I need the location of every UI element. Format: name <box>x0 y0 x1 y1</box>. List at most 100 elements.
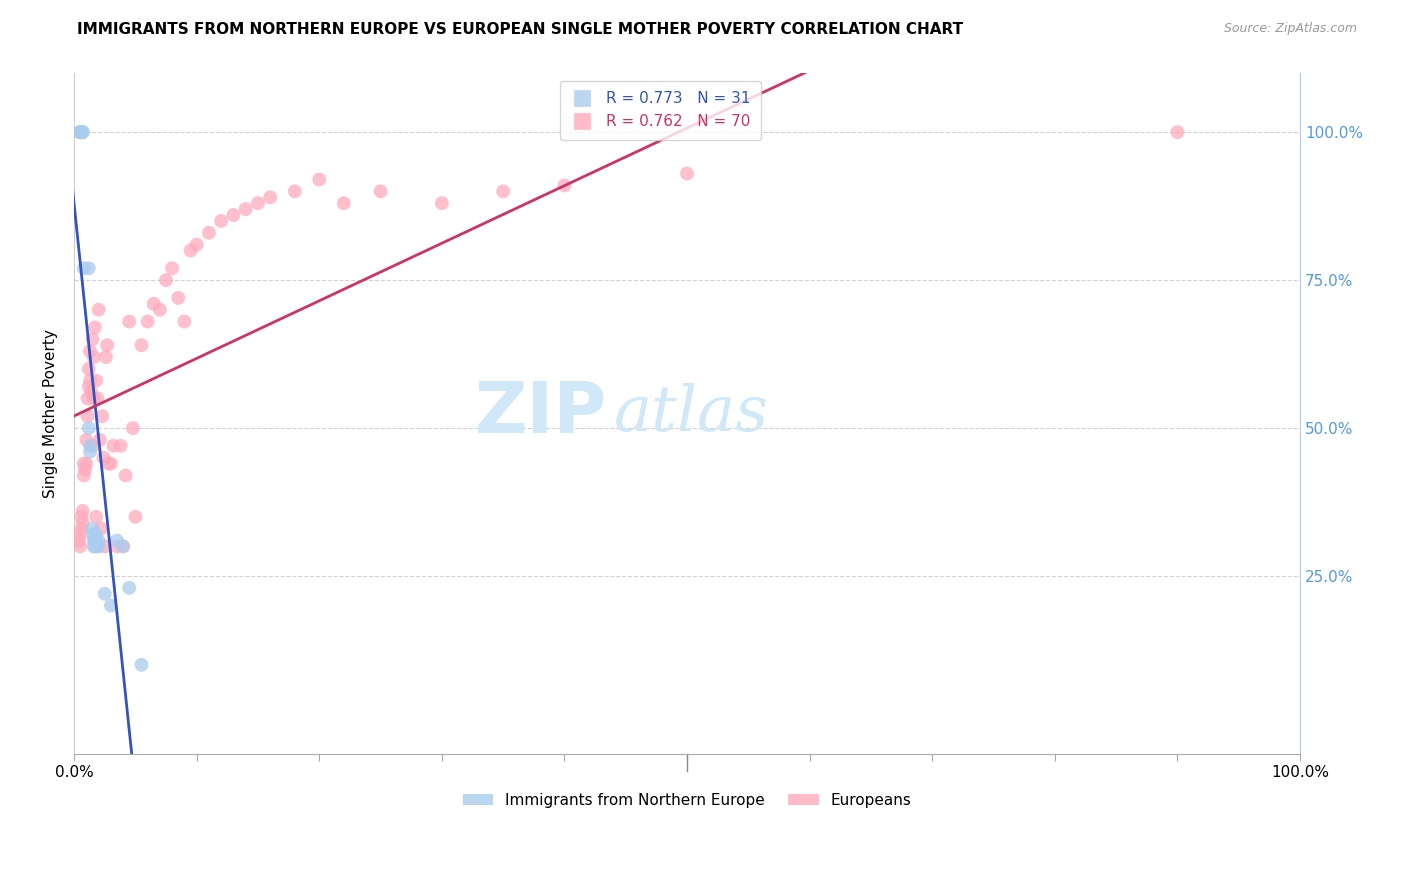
Point <box>72 504 94 518</box>
Y-axis label: Single Mother Poverty: Single Mother Poverty <box>44 329 58 498</box>
Point <box>82 522 104 536</box>
Point <box>136 314 159 328</box>
Point <box>77 261 100 276</box>
Point <box>284 184 307 198</box>
Point <box>180 244 202 258</box>
Point <box>83 540 105 554</box>
Point <box>492 184 515 198</box>
Point <box>80 385 103 400</box>
Text: Source: ZipAtlas.com: Source: ZipAtlas.com <box>1223 22 1357 36</box>
Point <box>84 533 107 548</box>
Point <box>124 509 146 524</box>
Point <box>110 439 132 453</box>
Point <box>69 125 91 139</box>
Point <box>69 540 91 554</box>
Point <box>553 178 575 193</box>
Point <box>82 332 104 346</box>
Point <box>75 457 97 471</box>
Text: ZIP: ZIP <box>475 379 607 448</box>
Point <box>75 462 97 476</box>
Point <box>73 468 96 483</box>
Point <box>105 540 128 554</box>
Text: atlas: atlas <box>613 383 769 444</box>
Point <box>105 533 128 548</box>
Point <box>82 439 104 453</box>
Point <box>259 190 281 204</box>
Point <box>370 184 392 198</box>
Point <box>69 527 91 541</box>
Point <box>100 457 122 471</box>
Point <box>131 657 153 672</box>
Point <box>77 379 100 393</box>
Point <box>70 509 93 524</box>
Point <box>84 540 107 554</box>
Point <box>167 291 190 305</box>
Point <box>1166 125 1188 139</box>
Text: IMMIGRANTS FROM NORTHERN EUROPE VS EUROPEAN SINGLE MOTHER POVERTY CORRELATION CH: IMMIGRANTS FROM NORTHERN EUROPE VS EUROP… <box>77 22 963 37</box>
Point <box>79 444 101 458</box>
Point <box>69 125 91 139</box>
Point <box>112 540 135 554</box>
Point <box>122 421 145 435</box>
Point <box>77 362 100 376</box>
Point <box>79 439 101 453</box>
Point <box>149 302 172 317</box>
Point <box>77 421 100 435</box>
Point <box>100 599 122 613</box>
Legend: Immigrants from Northern Europe, Europeans: Immigrants from Northern Europe, Europea… <box>457 787 918 814</box>
Point <box>90 522 112 536</box>
Point <box>76 392 98 406</box>
Point <box>72 125 94 139</box>
Point <box>89 433 111 447</box>
Point <box>235 202 257 216</box>
Point <box>76 409 98 424</box>
Point <box>114 468 136 483</box>
Point <box>84 374 107 388</box>
Point <box>75 433 97 447</box>
Point <box>93 587 115 601</box>
Point <box>173 314 195 328</box>
Point <box>70 125 93 139</box>
Point <box>70 125 93 139</box>
Point <box>91 409 114 424</box>
Point <box>103 439 125 453</box>
Point <box>155 273 177 287</box>
Point <box>308 172 330 186</box>
Point <box>118 314 141 328</box>
Point <box>93 450 115 465</box>
Point <box>209 214 232 228</box>
Point <box>112 540 135 554</box>
Point <box>79 374 101 388</box>
Point <box>430 196 453 211</box>
Point <box>222 208 245 222</box>
Point <box>131 338 153 352</box>
Point <box>87 540 110 554</box>
Point <box>93 540 115 554</box>
Point <box>69 125 91 139</box>
Point <box>186 237 208 252</box>
Point <box>198 226 221 240</box>
Point <box>79 344 101 359</box>
Point <box>82 527 104 541</box>
Point <box>84 320 107 334</box>
Point <box>72 125 94 139</box>
Point <box>676 167 699 181</box>
Point <box>246 196 269 211</box>
Point <box>87 533 110 548</box>
Point <box>333 196 356 211</box>
Point <box>72 516 94 530</box>
Point <box>142 297 165 311</box>
Point <box>67 533 90 548</box>
Point <box>84 527 107 541</box>
Point <box>83 533 105 548</box>
Point <box>84 509 107 524</box>
Point <box>118 581 141 595</box>
Point <box>84 533 107 548</box>
Point <box>70 125 93 139</box>
Point <box>94 350 117 364</box>
Point <box>70 522 93 536</box>
Point <box>83 350 105 364</box>
Point <box>87 302 110 317</box>
Point <box>73 457 96 471</box>
Point <box>160 261 183 276</box>
